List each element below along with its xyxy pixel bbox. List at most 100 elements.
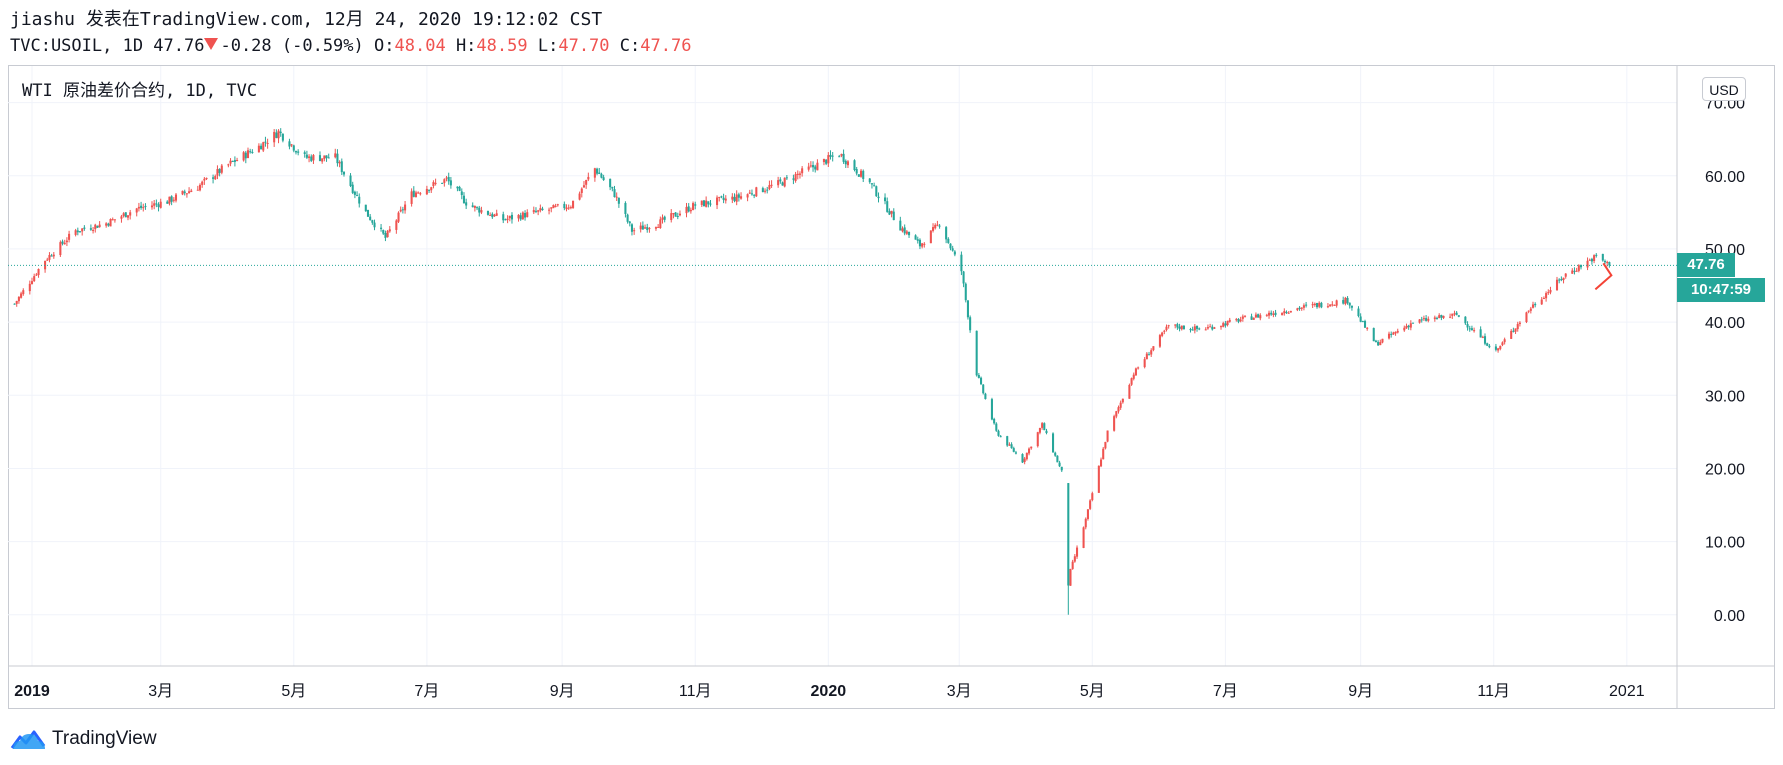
candle-body [1178, 326, 1181, 329]
candle-body [687, 206, 690, 212]
candle-body [310, 156, 313, 161]
candle-body [1377, 341, 1380, 346]
brand-logo[interactable]: TradingView [10, 726, 157, 752]
y-tick-label: 60.00 [1705, 169, 1745, 186]
candle-body [1091, 493, 1094, 501]
candle-body [857, 174, 860, 177]
currency-button[interactable]: USD [1702, 77, 1746, 101]
candle-body [720, 196, 723, 198]
candle-body [646, 227, 649, 231]
candle-body [229, 160, 232, 164]
candle-body [593, 168, 596, 178]
candle-body [1265, 314, 1268, 316]
candle-body [135, 208, 138, 213]
candle-body [1243, 315, 1247, 317]
candle-body [445, 177, 448, 179]
candle-body [1008, 444, 1011, 446]
candle-body [1036, 432, 1039, 447]
candle-body [1326, 306, 1329, 308]
cloud-logo-icon [10, 730, 46, 749]
candle-body [417, 192, 420, 194]
x-tick-label: 9月 [1348, 683, 1373, 700]
publish-header: jiashu 发表在TradingView.com, 12月 24, 2020 … [10, 8, 602, 32]
candle-body [1191, 329, 1194, 331]
candle-body [1030, 446, 1033, 449]
open-value: 48.04 [394, 36, 446, 56]
candle-body [552, 204, 555, 209]
candle-body [702, 200, 705, 207]
candle-body [220, 165, 223, 173]
candle-body [397, 212, 400, 222]
candle-body [1117, 407, 1120, 412]
candle-body [174, 194, 178, 201]
candle-body [587, 176, 590, 180]
candle-body [921, 243, 924, 247]
candle-body [382, 230, 385, 234]
candle-body [288, 141, 291, 147]
candle-body [410, 191, 413, 204]
candle-body [96, 225, 99, 228]
candle-body [1366, 327, 1369, 329]
candle-body [707, 201, 710, 205]
candle-body [1272, 313, 1275, 315]
candle-body [875, 186, 878, 197]
candle-body [807, 166, 810, 170]
candle-body [1335, 300, 1338, 306]
candle-body [395, 220, 398, 230]
candle-body [554, 205, 557, 207]
candle-body [860, 170, 863, 177]
candle-body [814, 166, 817, 170]
brand-name: TradingView [52, 728, 157, 749]
candle-body [1128, 385, 1131, 399]
candle-body [615, 196, 618, 198]
candle-body [672, 213, 675, 215]
candle-body [1558, 279, 1561, 281]
candle-body [1468, 328, 1471, 330]
candle-body [308, 156, 311, 158]
candle-body [157, 204, 160, 207]
x-tick-label: 11月 [679, 683, 712, 700]
candle-body [257, 145, 260, 153]
candle-body [951, 248, 954, 251]
candle-body [1361, 321, 1364, 323]
candle-body [1189, 329, 1192, 331]
candle-body [580, 188, 583, 193]
candle-body [321, 158, 324, 162]
candle-body [1150, 350, 1153, 355]
candle-body [1479, 329, 1482, 338]
candle-body [246, 150, 250, 159]
candle-body [521, 212, 524, 220]
chart-legend: WTI 原油差价合约, 1D, TVC [22, 80, 257, 102]
x-tick-label: 7月 [414, 683, 439, 700]
candle-body [275, 132, 278, 138]
candle-body [1344, 297, 1347, 304]
candle-body [753, 194, 756, 196]
candle-body [35, 274, 38, 276]
candle-body [388, 229, 391, 232]
candle-body [801, 168, 804, 174]
candle-body [770, 184, 773, 186]
candle-body [1534, 303, 1537, 306]
candle-body [1182, 325, 1185, 330]
candle-body [371, 220, 374, 223]
candle-body [630, 224, 634, 232]
candle-body [1137, 367, 1140, 369]
candle-body [168, 196, 171, 204]
candle-body [613, 189, 616, 198]
candle-body [582, 185, 586, 188]
candle-body [150, 205, 154, 208]
candle-body [918, 239, 921, 247]
candle-body [1259, 315, 1262, 319]
candle-body [563, 203, 566, 209]
candle-body [1359, 316, 1362, 322]
candle-body [22, 290, 25, 295]
candle-body [1315, 303, 1319, 308]
candle-body [203, 178, 206, 181]
chart-frame[interactable] [8, 65, 1775, 709]
candle-body [1250, 316, 1253, 320]
candle-body [1318, 302, 1321, 307]
candle-body [1226, 321, 1229, 326]
candle-body [792, 178, 795, 180]
candle-body [273, 131, 276, 143]
